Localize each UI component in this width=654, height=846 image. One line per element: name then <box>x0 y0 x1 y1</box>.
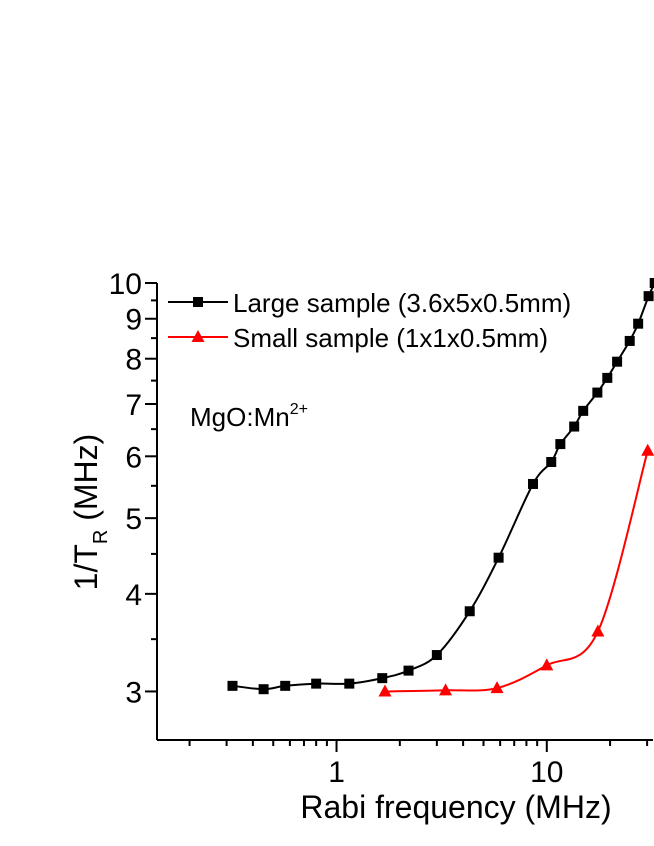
y-axis-label-subscript: R <box>90 530 112 544</box>
legend-entry-2: Small sample (1x1x0.5mm) <box>168 323 548 353</box>
series-2-point <box>490 681 504 694</box>
legend-marker <box>193 297 203 307</box>
x-tick-label: 10 <box>530 756 563 789</box>
annotation: MgO:Mn2+ <box>190 401 308 432</box>
series-1-point <box>377 673 388 684</box>
series-1-point <box>311 678 322 689</box>
series-1-point <box>464 606 475 617</box>
y-axis-label: 1/TR (MHz) <box>68 434 112 591</box>
series-1-point <box>649 278 654 288</box>
legend-marker <box>191 330 205 342</box>
series-1-point <box>578 405 589 416</box>
series-1-point <box>227 680 238 691</box>
y-tick-label: 6 <box>125 441 142 474</box>
series-1-point <box>528 478 539 489</box>
y-tick-label: 10 <box>109 268 142 301</box>
series-2-line <box>384 450 649 693</box>
series-1-point <box>546 457 557 468</box>
series-1-point <box>633 318 644 329</box>
series-1 <box>227 278 654 695</box>
y-tick-label: 4 <box>125 579 142 612</box>
series-2-point <box>378 684 392 697</box>
series-1-point <box>569 421 580 432</box>
legend-entry-1: Large sample (3.6x5x0.5mm) <box>168 288 571 318</box>
series-2-point <box>591 624 605 637</box>
series-1-point <box>280 680 291 691</box>
legend-label: Small sample (1x1x0.5mm) <box>233 323 548 353</box>
series-1-point <box>493 552 504 563</box>
y-tick-label: 7 <box>125 389 142 422</box>
series-1-point <box>612 356 623 367</box>
series-1-point <box>602 372 613 383</box>
legend: Large sample (3.6x5x0.5mm) Small sample (… <box>168 288 571 353</box>
series-2 <box>378 443 654 697</box>
y-tick-label: 8 <box>125 344 142 377</box>
x-axis-label: Rabi frequency (MHz) <box>300 789 611 825</box>
series-layer <box>227 278 654 697</box>
series-2-point <box>540 658 554 671</box>
series-1-point <box>555 439 566 450</box>
series-1-point <box>403 665 414 676</box>
series-1-point <box>624 335 635 346</box>
series-1-line <box>232 282 654 691</box>
series-1-point <box>592 387 603 398</box>
series-1-point <box>643 291 654 302</box>
series-1-point <box>344 678 355 689</box>
y-tick-label: 5 <box>125 503 142 536</box>
y-tick-label: 3 <box>125 676 142 709</box>
series-2-point <box>439 683 453 696</box>
series-1-point <box>431 650 442 661</box>
x-tick-label: 1 <box>328 756 345 789</box>
series-2-point <box>641 443 654 456</box>
y-tick-label: 9 <box>125 304 142 337</box>
legend-label: Large sample (3.6x5x0.5mm) <box>233 288 571 318</box>
series-1-point <box>258 684 269 695</box>
annotation-superscript: 2+ <box>290 401 308 418</box>
